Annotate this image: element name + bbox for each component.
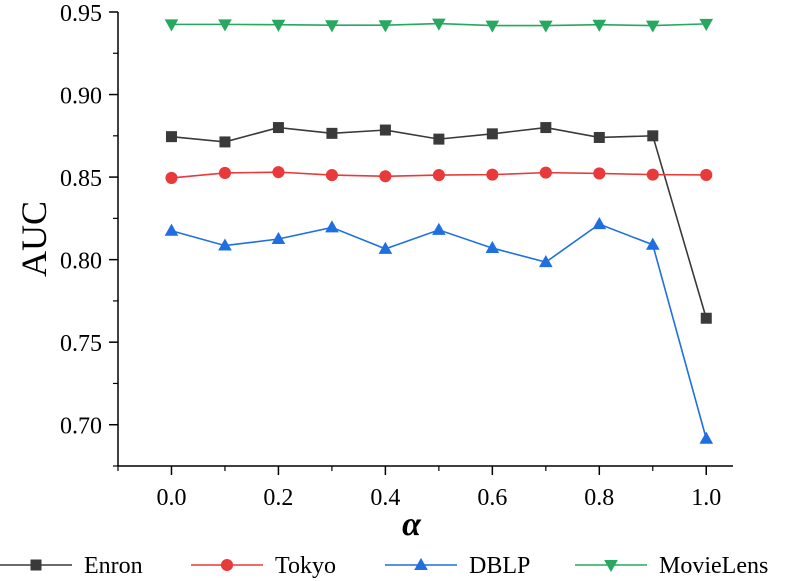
y-tick-label: 0.75 <box>60 331 102 357</box>
data-point-dblp <box>378 241 393 254</box>
y-tick-label: 0.90 <box>60 84 102 110</box>
series-dblp <box>164 216 714 444</box>
legend: Enron Tokyo DBLP MovieLens <box>0 553 768 579</box>
legend-label-movielens: MovieLens <box>659 553 768 579</box>
data-point-tokyo <box>165 171 178 184</box>
data-point-enron <box>379 124 391 136</box>
data-point-dblp <box>592 216 607 230</box>
data-point-enron <box>326 127 338 139</box>
data-point-enron <box>647 130 659 142</box>
data-point-dblp <box>325 220 339 233</box>
y-tick-label: 0.70 <box>60 414 102 440</box>
data-point-dblp <box>485 240 500 254</box>
legend-label-enron: Enron <box>84 553 143 579</box>
data-point-movielens <box>325 20 339 33</box>
data-point-dblp <box>539 254 553 268</box>
series-layer <box>164 18 714 444</box>
legend-item-enron: Enron <box>0 553 143 579</box>
data-point-dblp <box>645 237 660 250</box>
y-tick-label: 0.80 <box>60 249 102 275</box>
data-point-tokyo <box>593 167 606 180</box>
data-point-movielens <box>592 19 607 32</box>
data-point-tokyo <box>700 168 713 181</box>
data-point-enron <box>486 128 498 140</box>
legend-marker-tokyo <box>220 558 234 572</box>
x-tick-label: 1.0 <box>691 485 721 511</box>
legend-marker-enron <box>30 559 42 571</box>
data-point-movielens <box>432 18 446 31</box>
data-point-movielens <box>645 20 660 33</box>
data-point-movielens <box>218 19 232 32</box>
series-enron <box>165 122 712 324</box>
legend-item-tokyo: Tokyo <box>191 553 336 579</box>
data-point-enron <box>165 131 177 143</box>
x-tick-label: 0.6 <box>477 485 507 511</box>
data-point-tokyo <box>325 169 338 182</box>
data-point-tokyo <box>486 168 499 181</box>
legend-marker-dblp <box>414 557 428 570</box>
axes: 0.70 0.75 0.80 0.85 0.90 0.95 0.0 0.2 0.4 0.6 0.8 1… <box>60 1 733 511</box>
data-point-dblp <box>164 223 179 236</box>
legend-item-dblp: DBLP <box>385 553 530 579</box>
legend-item-movielens: MovieLens <box>575 553 768 579</box>
data-point-enron <box>219 136 231 148</box>
x-tick-label: 0.0 <box>156 485 186 511</box>
data-point-movielens <box>271 19 286 32</box>
data-point-tokyo <box>379 170 392 183</box>
x-axis-title: α <box>402 506 422 543</box>
data-point-dblp <box>432 222 446 235</box>
legend-label-dblp: DBLP <box>469 553 530 579</box>
data-point-tokyo <box>646 168 659 181</box>
x-tick-label: 0.4 <box>370 485 400 511</box>
data-point-tokyo <box>272 166 285 179</box>
data-point-movielens <box>699 18 714 32</box>
x-tick-label: 0.8 <box>584 485 614 511</box>
data-point-movielens <box>378 20 393 33</box>
data-point-enron <box>593 131 605 143</box>
data-point-enron <box>433 133 445 145</box>
data-point-tokyo <box>218 166 232 180</box>
data-point-dblp <box>218 238 232 251</box>
data-point-dblp <box>699 431 714 444</box>
legend-label-tokyo: Tokyo <box>275 553 336 579</box>
data-point-enron <box>272 122 284 134</box>
y-axis-title: AUC <box>14 201 54 277</box>
data-point-movielens <box>164 19 179 32</box>
data-point-enron <box>540 122 552 134</box>
data-point-enron <box>700 312 712 324</box>
series-line-dblp <box>171 223 708 439</box>
data-point-movielens <box>539 20 553 33</box>
series-tokyo <box>165 166 713 184</box>
data-point-tokyo <box>539 166 552 179</box>
y-tick-label: 0.95 <box>60 1 102 27</box>
data-point-dblp <box>271 231 286 244</box>
series-movielens <box>164 18 714 33</box>
legend-marker-movielens <box>604 560 618 573</box>
data-point-movielens <box>485 20 500 33</box>
y-tick-label: 0.85 <box>60 166 102 192</box>
data-point-tokyo <box>432 169 445 182</box>
x-tick-label: 0.2 <box>263 485 293 511</box>
